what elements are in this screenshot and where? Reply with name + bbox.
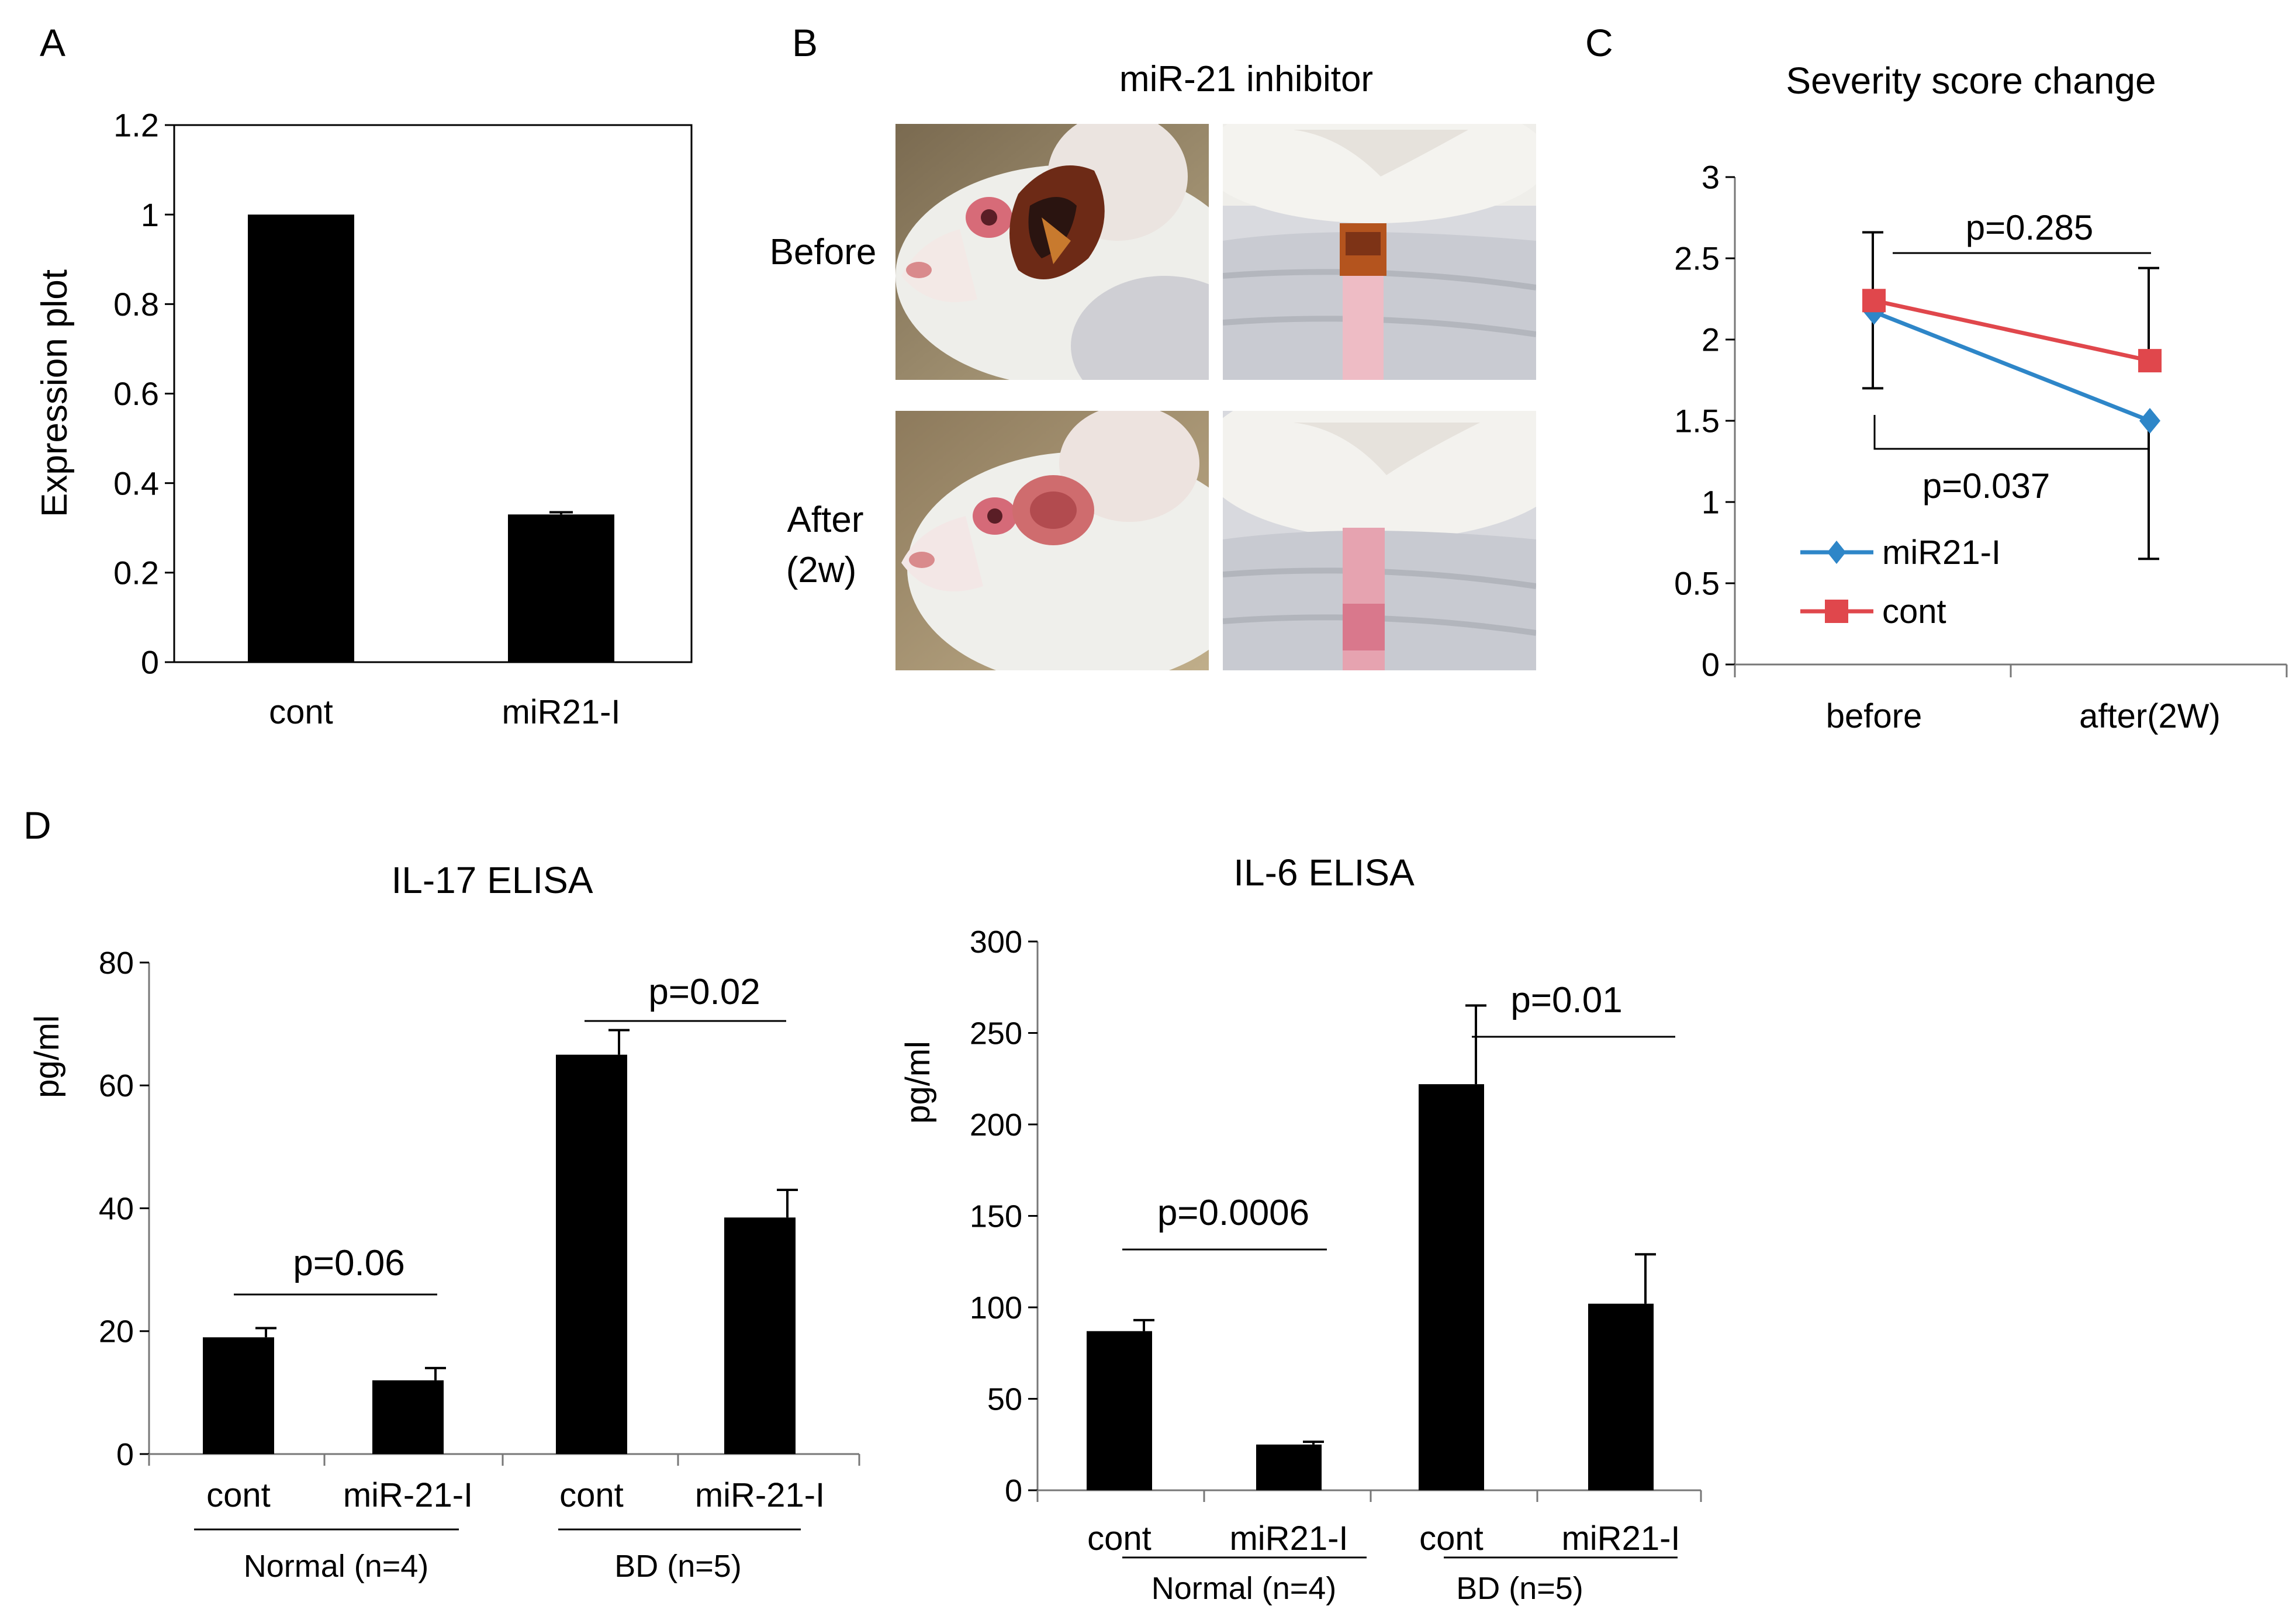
y-tick-label: 2 <box>1702 321 1720 358</box>
y-tick-label: 150 <box>970 1199 1022 1234</box>
y-axis-label: pg/ml <box>899 1041 937 1124</box>
chart-d2: IL-6 ELISA 0 50 100 150 200 250 300 cont miR21-I c… <box>899 852 1702 1606</box>
mouse-tail-before-icon <box>1223 124 1536 380</box>
x-tick-label: after(2W) <box>2079 697 2221 735</box>
chart-d1: IL-17 ELISA 0 20 40 60 80 cont miR-21-I cont miR-… <box>28 859 860 1584</box>
legend-label: cont <box>1882 593 1946 631</box>
x-tick-label: miR21-I <box>1229 1519 1348 1557</box>
chart-title: IL-6 ELISA <box>1233 852 1415 894</box>
photo-after-tail <box>1223 411 1536 670</box>
data-point <box>1862 289 1886 313</box>
y-tick-label: 0.6 <box>113 375 159 412</box>
y-tick-label: 200 <box>970 1107 1022 1143</box>
y-tick-label: 0.8 <box>113 286 159 323</box>
y-axis-label: pg/ml <box>28 1015 66 1098</box>
y-tick-label: 0.5 <box>1674 565 1720 602</box>
group-label: BD (n=5) <box>614 1549 742 1584</box>
series-line <box>1873 310 2151 423</box>
bar <box>372 1380 444 1454</box>
panel-label-c: C <box>1585 21 1613 64</box>
bar <box>508 514 614 662</box>
row-label-after: After <box>787 500 864 540</box>
annotation: p=0.02 <box>648 972 760 1012</box>
significance-bracket <box>1873 415 2150 450</box>
panel-label-b: B <box>792 21 818 64</box>
annotation: p=0.285 <box>1966 208 2094 247</box>
y-tick-label: 40 <box>99 1191 134 1226</box>
y-tick-label: 0 <box>116 1437 134 1472</box>
legend-marker <box>1825 600 1848 623</box>
bar <box>248 214 354 663</box>
y-tick-label: 20 <box>99 1314 134 1349</box>
data-point <box>2139 408 2160 434</box>
annotation: p=0.037 <box>1922 466 2051 506</box>
y-tick-label: 0.2 <box>113 554 159 591</box>
bar <box>1087 1331 1152 1490</box>
data-point <box>2138 349 2162 373</box>
chart-a: 0 0.2 0.4 0.6 0.8 1 1.2 cont miR21-I Expression p… <box>34 107 693 731</box>
chart-title: Severity score change <box>1786 60 2156 102</box>
row-label-after-duration: (2w) <box>786 550 857 590</box>
y-tick-label: 1.2 <box>113 107 159 144</box>
series-line <box>1873 298 2150 363</box>
x-tick-label: cont <box>559 1476 624 1514</box>
chart-title: IL-17 ELISA <box>391 859 593 901</box>
photo-title: miR-21 inhibitor <box>1119 59 1373 99</box>
y-tick-label: 0 <box>141 644 159 681</box>
y-tick-label: 80 <box>99 946 134 981</box>
y-axis-label: Expression plot <box>34 269 75 517</box>
annotation: p=0.06 <box>293 1243 404 1283</box>
y-tick-label: 1 <box>141 196 159 233</box>
y-tick-label: 0.4 <box>113 465 159 501</box>
x-tick-label: cont <box>206 1476 271 1514</box>
x-tick-label: before <box>1826 697 1922 735</box>
x-tick-label: cont <box>269 693 333 731</box>
x-tick-label: cont <box>1419 1519 1484 1557</box>
group-label: Normal (n=4) <box>244 1549 429 1584</box>
mouse-tail-after-icon <box>1223 411 1536 670</box>
y-tick-label: 250 <box>970 1016 1022 1051</box>
x-tick-label: miR-21-I <box>695 1476 825 1514</box>
panel-label-a: A <box>40 21 65 64</box>
group-label: BD (n=5) <box>1456 1571 1583 1606</box>
y-tick-label: 50 <box>987 1382 1022 1417</box>
y-tick-label: 0 <box>1005 1473 1022 1508</box>
row-label-before: Before <box>770 232 877 272</box>
bar <box>1588 1303 1654 1490</box>
annotation: p=0.01 <box>1510 980 1622 1020</box>
x-tick-label: miR21-I <box>502 693 620 731</box>
x-tick-label: miR-21-I <box>343 1476 473 1514</box>
y-tick-label: 300 <box>970 925 1022 960</box>
y-tick-label: 3 <box>1702 159 1720 196</box>
bar <box>556 1054 627 1454</box>
group-label: Normal (n=4) <box>1152 1571 1337 1606</box>
mouse-face-after-icon <box>895 411 1209 670</box>
annotation: p=0.0006 <box>1157 1193 1309 1233</box>
legend-marker <box>1827 541 1846 564</box>
y-tick-label: 60 <box>99 1068 134 1103</box>
photo-before-face <box>895 124 1209 380</box>
mouse-face-before-icon <box>895 124 1209 380</box>
chart-c: Severity score change 0 0.5 1 1.5 2 2.5 3 before… <box>1674 60 2288 735</box>
bar <box>203 1337 274 1454</box>
photo-before-tail <box>1223 124 1536 380</box>
y-tick-label: 100 <box>970 1290 1022 1325</box>
y-tick-label: 0 <box>1702 646 1720 683</box>
bar <box>724 1217 796 1454</box>
y-tick-label: 1 <box>1702 484 1720 521</box>
y-tick-label: 1.5 <box>1674 403 1720 439</box>
x-tick-label: miR21-I <box>1561 1519 1680 1557</box>
photo-after-face <box>895 411 1209 670</box>
bar <box>1419 1084 1484 1490</box>
panel-label-d: D <box>23 804 51 847</box>
legend-label: miR21-I <box>1882 534 2001 572</box>
x-tick-label: cont <box>1087 1519 1152 1557</box>
bar <box>1256 1444 1322 1490</box>
y-tick-label: 2.5 <box>1674 240 1720 277</box>
